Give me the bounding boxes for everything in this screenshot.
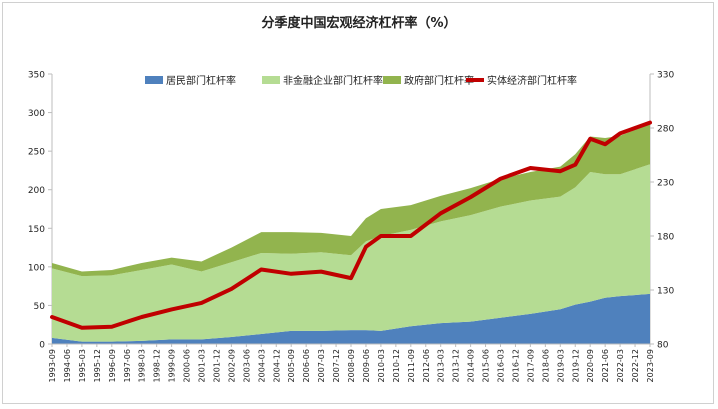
- x-tick-label: 1997-06: [123, 349, 132, 382]
- x-tick-label: 2001-03: [198, 349, 207, 382]
- corporate-area: [52, 164, 650, 342]
- x-tick-label: 2023-09: [646, 349, 655, 382]
- legend-swatch: [145, 76, 163, 84]
- x-tick-label: 2014-09: [467, 349, 476, 382]
- x-tick-label: 2015-06: [482, 349, 491, 382]
- y-left-tick-label: 250: [28, 148, 45, 158]
- legend-swatch: [262, 76, 280, 84]
- y-right-tick-label: 230: [657, 179, 674, 189]
- legend-label: 政府部门杠杆率: [404, 74, 474, 87]
- x-tick-label: 2008-09: [347, 349, 356, 382]
- y-left-tick-label: 100: [28, 263, 45, 273]
- y-right-tick-label: 330: [657, 71, 674, 81]
- household-area: [52, 293, 650, 344]
- x-tick-label: 2011-09: [407, 349, 416, 382]
- x-tick-label: 2007-03: [317, 349, 326, 382]
- x-tick-label: 2007-12: [332, 349, 341, 382]
- total-leverage-line: [50, 120, 652, 330]
- legend: 居民部门杠杆率 非金融企业部门杠杆率 政府部门杠杆率 实体经济部门杠杆率: [145, 74, 577, 87]
- x-tick-label: 2004-03: [257, 349, 266, 382]
- y-axis-left: 0 50 100 150 200 250 300 350: [28, 71, 53, 351]
- y-right-tick-label: 80: [657, 341, 669, 351]
- x-tick-label: 1996-09: [108, 349, 117, 382]
- chart-svg: 分季度中国宏观经济杠杆率（%） 居民部门杠杆率 非金融企业部门杠杆率 政府部门杠杆率…: [28, 15, 675, 382]
- y-right-tick-label: 130: [657, 287, 674, 297]
- x-tick-label: 2019-12: [571, 349, 580, 382]
- x-tick-label: 2009-06: [362, 349, 371, 382]
- x-tick-label: 2022-12: [631, 349, 640, 382]
- x-tick-label: 1993-09: [48, 349, 57, 382]
- x-tick-label: 2005-09: [287, 349, 296, 382]
- stacked-areas: [52, 124, 650, 344]
- x-tick-label: 1998-03: [138, 349, 147, 382]
- legend-label: 非金融企业部门杠杆率: [283, 74, 383, 87]
- y-right-tick-label: 180: [657, 233, 674, 243]
- x-tick-label: 1994-06: [63, 349, 72, 382]
- x-tick-label: 2016-12: [511, 349, 520, 382]
- total-leverage-path: [50, 120, 652, 330]
- chart-title: 分季度中国宏观经济杠杆率（%）: [261, 15, 456, 31]
- y-left-tick-label: 0: [39, 341, 45, 351]
- x-tick-label: 2010-12: [392, 349, 401, 382]
- x-tick-label: 2010-03: [377, 349, 386, 382]
- x-axis: 1993-09 1994-06 1995-03 1995-12 1996-09 1997-…: [48, 343, 655, 382]
- x-tick-label: 2006-06: [302, 349, 311, 382]
- x-tick-label: 2020-09: [586, 349, 595, 382]
- legend-label: 居民部门杠杆率: [166, 74, 236, 87]
- legend-label: 实体经济部门杠杆率: [487, 74, 577, 87]
- x-tick-label: 1995-12: [93, 349, 102, 382]
- y-left-tick-label: 350: [28, 71, 45, 81]
- x-tick-label: 2012-06: [422, 349, 431, 382]
- x-tick-label: 2004-12: [272, 349, 281, 382]
- x-tick-label: 2013-12: [452, 349, 461, 382]
- y-left-tick-label: 300: [28, 109, 45, 119]
- x-tick-label: 1999-09: [168, 349, 177, 382]
- y-axis-right: 80 130 180 230 280 330: [649, 71, 674, 351]
- y-left-tick-label: 200: [28, 186, 45, 196]
- x-tick-label: 2000-06: [183, 349, 192, 382]
- x-tick-label: 2022-03: [616, 349, 625, 382]
- x-tick-label: 2021-06: [601, 349, 610, 382]
- x-tick-label: 2018-06: [541, 349, 550, 382]
- y-left-tick-label: 150: [28, 225, 45, 235]
- legend-swatch: [383, 76, 401, 84]
- x-tick-label: 1995-03: [78, 349, 87, 382]
- x-tick-label: 2016-03: [497, 349, 506, 382]
- y-left-tick-label: 50: [34, 302, 46, 312]
- chart-frame: 分季度中国宏观经济杠杆率（%） 居民部门杠杆率 非金融企业部门杠杆率 政府部门杠杆率…: [2, 2, 714, 404]
- x-tick-label: 2001-12: [212, 349, 221, 382]
- x-tick-label: 2013-03: [437, 349, 446, 382]
- x-tick-label: 2019-03: [556, 349, 565, 382]
- x-tick-label: 2017-09: [526, 349, 535, 382]
- x-tick-label: 2002-09: [227, 349, 236, 382]
- y-right-tick-label: 280: [657, 125, 674, 135]
- x-tick-label: 2003-06: [242, 349, 251, 382]
- x-tick-label: 1998-12: [153, 349, 162, 382]
